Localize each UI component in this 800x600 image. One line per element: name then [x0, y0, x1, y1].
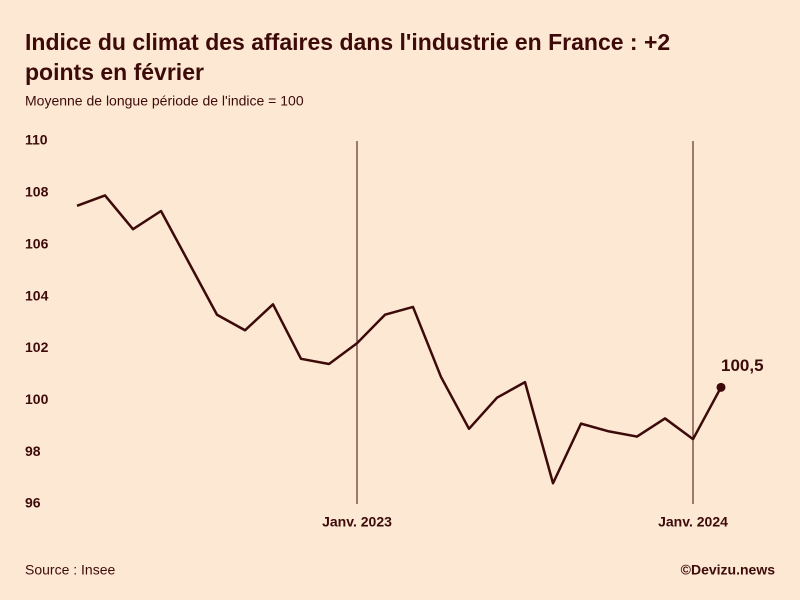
x-tick-label: Janv. 2023	[322, 514, 392, 530]
line	[76, 194, 723, 485]
y-tick-label: 100	[25, 391, 49, 407]
source: Source : Insee	[25, 562, 115, 578]
chart-subtitle: Moyenne de longue période de l'indice = …	[25, 93, 304, 109]
y-tick-label: 98	[25, 443, 41, 459]
chart-title: points en février	[25, 59, 204, 85]
end-point	[716, 382, 726, 392]
y-tick-label: 104	[25, 287, 49, 303]
value-label: 100,5	[721, 356, 764, 375]
chart-title: Indice du climat des affaires dans l'ind…	[25, 29, 670, 55]
x-tick-label: Janv. 2024	[658, 514, 728, 530]
credit: ©Devizu.news	[681, 562, 776, 578]
y-tick-label: 106	[25, 235, 49, 251]
y-tick-label: 108	[25, 184, 49, 200]
y-tick-label: 102	[25, 339, 49, 355]
y-tick-label: 110	[25, 132, 48, 148]
y-tick-label: 96	[25, 495, 41, 511]
